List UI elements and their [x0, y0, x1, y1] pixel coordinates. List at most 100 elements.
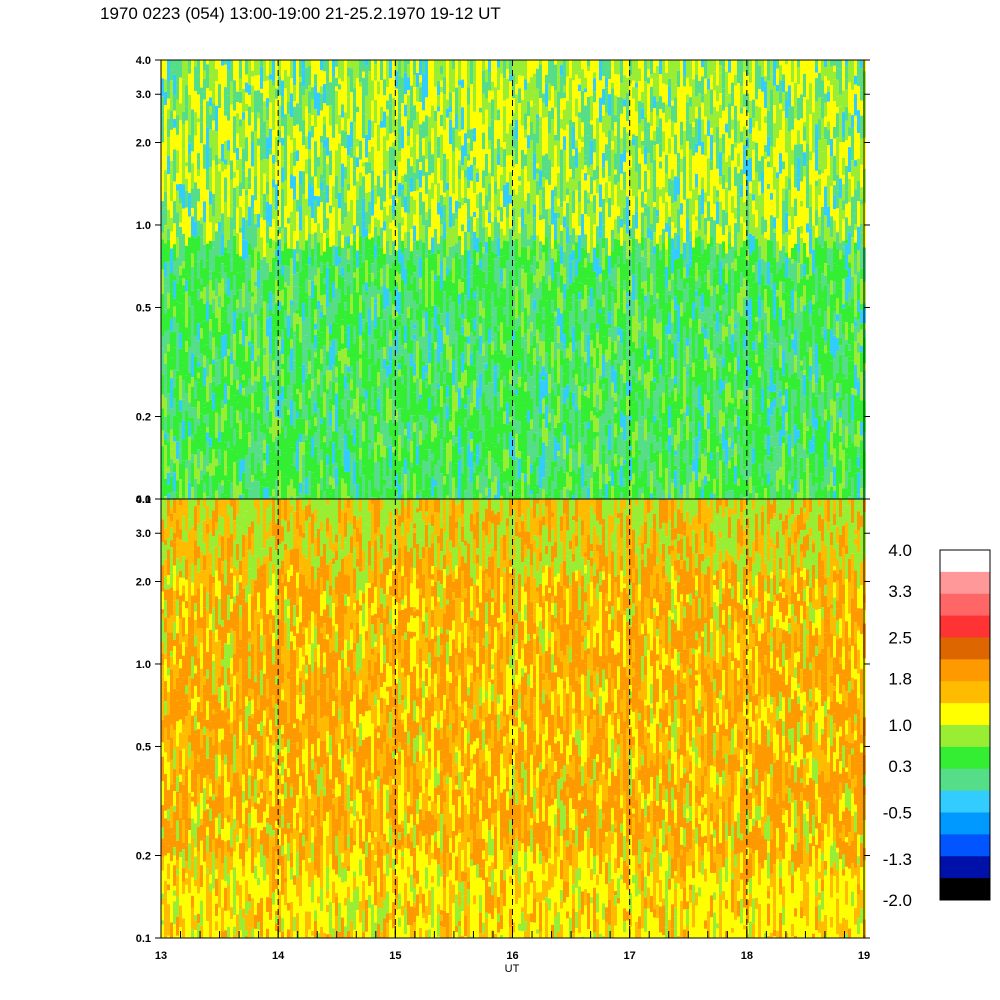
spectrogram-cell — [467, 129, 470, 139]
spectrogram-cell — [416, 291, 419, 305]
spectrogram-cell — [167, 260, 170, 268]
spectrogram-cell — [566, 243, 569, 255]
spectrogram-cell — [425, 212, 428, 220]
spectrogram-cell — [314, 309, 317, 319]
spectrogram-cell — [566, 161, 569, 182]
spectrogram-cell — [617, 410, 620, 435]
spectrogram-cell — [374, 403, 377, 417]
spectrogram-cell — [290, 464, 293, 480]
spectrogram-cell — [530, 100, 533, 107]
spectrogram-cell — [320, 363, 323, 372]
spectrogram-cell — [548, 254, 551, 276]
spectrogram-cell — [569, 443, 572, 449]
spectrogram-cell — [530, 202, 533, 219]
spectrogram-cell — [287, 169, 290, 177]
spectrogram-cell — [623, 415, 626, 441]
spectrogram-cell — [167, 239, 170, 252]
spectrogram-cell — [482, 132, 485, 150]
spectrogram-cell — [224, 122, 227, 142]
spectrogram-cell — [389, 292, 392, 316]
spectrogram-cell — [263, 257, 266, 280]
spectrogram-cell — [653, 435, 656, 441]
spectrogram-cell — [608, 79, 611, 95]
spectrogram-cell — [173, 64, 176, 75]
spectrogram-cell — [212, 410, 215, 431]
spectrogram-cell — [581, 90, 584, 98]
spectrogram-cell — [632, 238, 635, 248]
spectrogram-cell — [467, 210, 470, 220]
spectrogram-cell — [506, 133, 509, 147]
spectrogram-cell — [611, 439, 614, 460]
spectrogram-cell — [482, 308, 485, 318]
spectrogram-cell — [335, 449, 338, 463]
spectrogram-cell — [305, 278, 308, 293]
spectrogram-cell — [173, 331, 176, 348]
spectrogram-cell — [218, 164, 221, 172]
spectrogram-cell — [386, 315, 389, 335]
spectrogram-cell — [374, 488, 377, 498]
spectrogram-cell — [236, 402, 239, 411]
spectrogram-cell — [527, 329, 530, 354]
spectrogram-cell — [353, 461, 356, 485]
spectrogram-cell — [197, 289, 200, 300]
spectrogram-cell — [326, 307, 329, 327]
spectrogram-cell — [221, 432, 224, 455]
spectrogram-cell — [206, 88, 209, 102]
spectrogram-cell — [653, 318, 656, 337]
spectrogram-cell — [248, 446, 251, 457]
spectrogram-cell — [509, 289, 512, 304]
spectrogram-cell — [449, 431, 452, 440]
spectrogram-cell — [536, 417, 539, 425]
spectrogram-cell — [287, 355, 290, 372]
spectrogram-cell — [530, 265, 533, 273]
spectrogram-cell — [416, 60, 419, 73]
spectrogram-cell — [362, 262, 365, 285]
spectrogram-cell — [278, 233, 281, 240]
spectrogram-cell — [221, 278, 224, 290]
spectrogram-cell — [422, 138, 425, 156]
spectrogram-cell — [221, 171, 224, 190]
spectrogram-cell — [356, 418, 359, 424]
spectrogram-cell — [314, 109, 317, 127]
spectrogram-cell — [317, 267, 320, 284]
spectrogram-cell — [179, 235, 182, 258]
spectrogram-cell — [569, 379, 572, 392]
spectrogram-cell — [545, 200, 548, 210]
spectrogram-cell — [527, 213, 530, 231]
spectrogram-cell — [455, 153, 458, 164]
spectrogram-cell — [260, 448, 263, 471]
spectrogram-cell — [242, 374, 245, 380]
spectrogram-cell — [572, 250, 575, 261]
spectrogram-cell — [443, 60, 446, 78]
spectrogram-cell — [281, 275, 284, 290]
spectrogram-cell — [428, 426, 431, 450]
spectrogram-cell — [221, 454, 224, 476]
spectrogram-cell — [260, 328, 263, 349]
spectrogram-cell — [518, 325, 521, 342]
spectrogram-cell — [452, 92, 455, 117]
spectrogram-cell — [275, 256, 278, 263]
spectrogram-cell — [506, 449, 509, 469]
spectrogram-cell — [230, 385, 233, 407]
spectrogram-cell — [572, 281, 575, 295]
spectrogram-cell — [410, 353, 413, 367]
spectrogram-cell — [440, 439, 443, 466]
spectrogram-cell — [380, 286, 383, 295]
spectrogram-cell — [311, 201, 314, 219]
spectrogram-cell — [260, 359, 263, 376]
spectrogram-cell — [197, 382, 200, 402]
spectrogram-cell — [293, 452, 296, 467]
spectrogram-cell — [644, 288, 647, 296]
spectrogram-cell — [605, 228, 608, 239]
spectrogram-cell — [380, 106, 383, 122]
spectrogram-cell — [290, 348, 293, 372]
spectrogram-cell — [425, 312, 428, 332]
spectrogram-cell — [473, 249, 476, 276]
spectrogram-cell — [581, 214, 584, 237]
spectrogram-cell — [395, 372, 398, 378]
spectrogram-cell — [341, 325, 344, 344]
spectrogram-cell — [476, 409, 479, 431]
spectrogram-cell — [245, 286, 248, 312]
spectrogram-cell — [560, 245, 563, 264]
spectrogram-cell — [608, 419, 611, 425]
